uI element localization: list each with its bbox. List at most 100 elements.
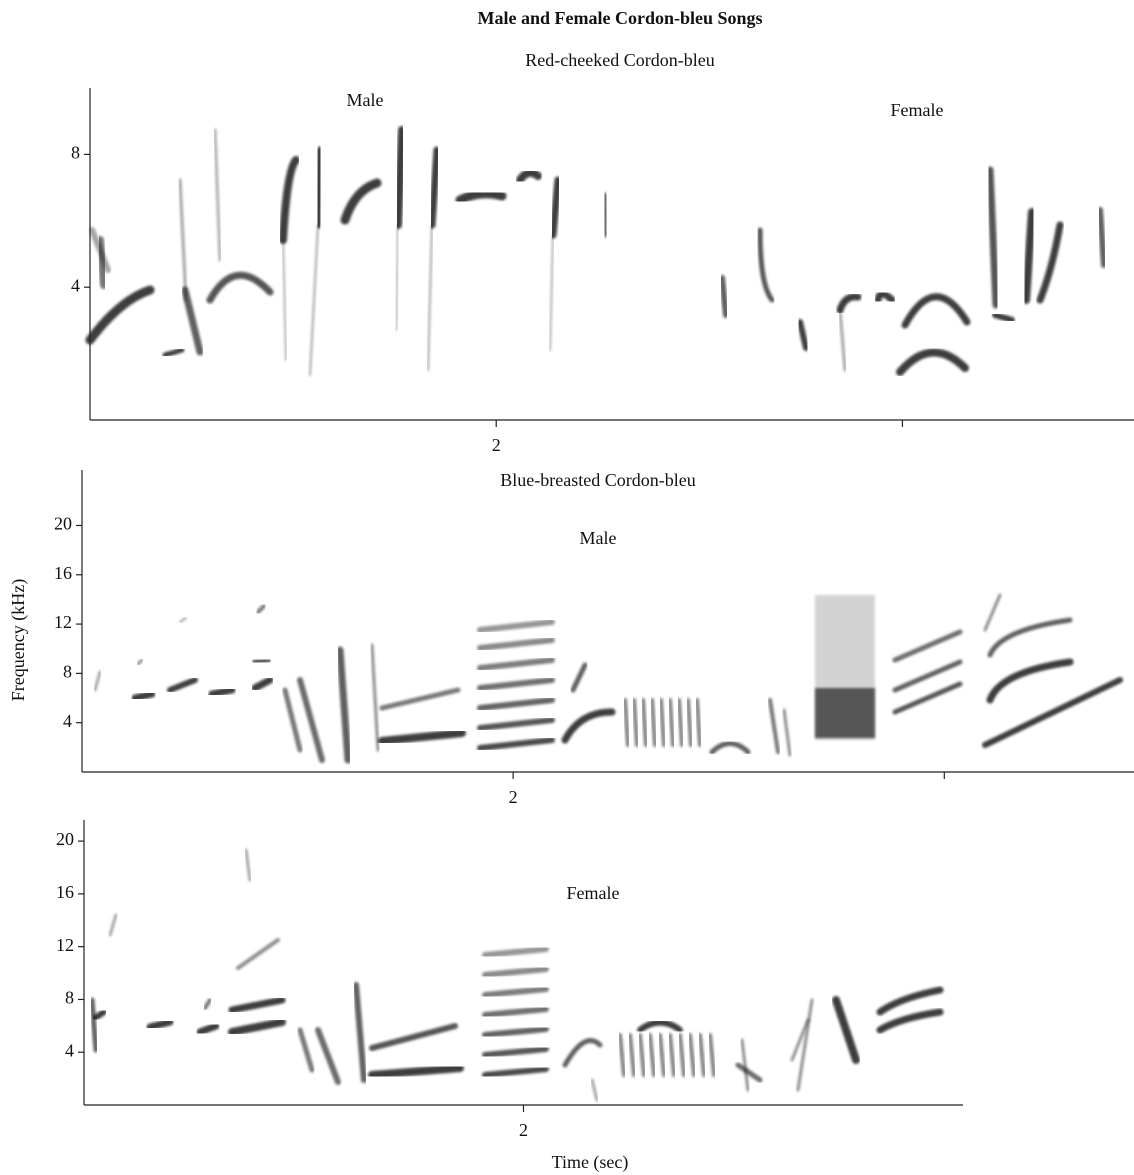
syllable (146, 1018, 174, 1031)
syllable (709, 741, 751, 755)
x-tick-label: 2 (492, 435, 501, 455)
syllable (876, 986, 944, 1016)
syllable (477, 697, 555, 711)
syllable (370, 643, 380, 752)
syllable (638, 1033, 646, 1077)
syllable (379, 687, 461, 711)
y-tick-label: 12 (54, 612, 72, 632)
syllable (89, 997, 99, 1053)
y-axis-label: Frequency (kHz) (8, 579, 29, 701)
syllable (1036, 221, 1064, 304)
syllable (677, 698, 684, 747)
syllable (987, 617, 1073, 658)
syllable (85, 285, 155, 345)
x-tick-label: 2 (509, 787, 518, 807)
syllable (179, 617, 187, 623)
syllable (336, 646, 352, 764)
syllable (768, 698, 780, 754)
syllable (482, 986, 549, 998)
x-axis-label: Time (sec) (552, 1152, 629, 1173)
syllable (618, 1033, 626, 1077)
syllable (208, 686, 236, 698)
syllable (982, 677, 1123, 748)
syllable (796, 998, 814, 1092)
syllable (695, 698, 702, 747)
noise-band (815, 688, 875, 738)
syllable (252, 657, 271, 665)
syllable (757, 227, 775, 303)
syllable (256, 604, 266, 614)
syllable (719, 275, 729, 318)
syllable (790, 1018, 810, 1062)
annotation: Male (347, 90, 384, 110)
y-tick-label: 20 (54, 514, 72, 534)
syllable (244, 848, 252, 882)
syllable (477, 637, 555, 651)
syllable (896, 348, 969, 376)
y-tick-label: 16 (54, 563, 72, 583)
syllable (628, 1033, 636, 1077)
syllable (203, 998, 212, 1010)
syllable (590, 1078, 599, 1102)
syllable (282, 239, 287, 361)
syllable (901, 293, 971, 329)
syllable (892, 681, 963, 715)
syllable (395, 224, 399, 331)
syllable (782, 708, 792, 757)
syllable (637, 1019, 683, 1033)
syllable (314, 146, 324, 229)
syllable (455, 189, 507, 205)
y-tick-label: 12 (56, 935, 74, 955)
syllable (735, 1062, 763, 1083)
syllable (1022, 208, 1036, 304)
syllable (516, 168, 542, 184)
syllable (482, 1006, 549, 1018)
syllable (167, 677, 198, 693)
syllable (368, 1064, 464, 1079)
syllable (678, 1033, 686, 1077)
syllable (892, 629, 963, 663)
syllable (549, 234, 554, 351)
syllable (213, 128, 222, 262)
y-tick-label: 8 (71, 143, 80, 163)
syllable (315, 1027, 341, 1085)
syllable (482, 966, 549, 978)
syllable (251, 676, 274, 692)
syllable (279, 156, 300, 244)
syllable (131, 690, 156, 702)
syllable (309, 224, 319, 376)
syllable (477, 717, 555, 731)
syllable (353, 982, 367, 1083)
syllable (282, 687, 303, 753)
y-tick-label: 8 (63, 662, 72, 682)
syllable (659, 698, 666, 747)
syllable (482, 1026, 549, 1038)
syllable (688, 1033, 696, 1077)
syllable (206, 272, 274, 304)
syllable (181, 286, 204, 356)
syllable (668, 1033, 676, 1077)
y-tick-label: 4 (65, 1040, 74, 1060)
syllable (992, 312, 1015, 323)
syllable (136, 658, 144, 666)
syllable (668, 698, 675, 747)
syllable (986, 658, 1074, 704)
annotation: Female (567, 883, 620, 903)
syllable (562, 1038, 603, 1068)
syllable (570, 662, 588, 693)
syllable (428, 146, 441, 229)
syllable (477, 619, 555, 633)
syllable (228, 1018, 286, 1036)
syllable (477, 657, 555, 671)
syllable (549, 176, 562, 239)
syllable (369, 1023, 458, 1051)
syllable (297, 677, 325, 763)
syllable (892, 659, 963, 693)
syllable (297, 1027, 315, 1073)
syllable (740, 1038, 750, 1092)
syllable (394, 126, 406, 229)
y-tick-label: 16 (56, 882, 74, 902)
x-tick-label: 2 (519, 1120, 528, 1140)
syllable (92, 1009, 107, 1021)
y-tick-label: 4 (71, 275, 80, 295)
